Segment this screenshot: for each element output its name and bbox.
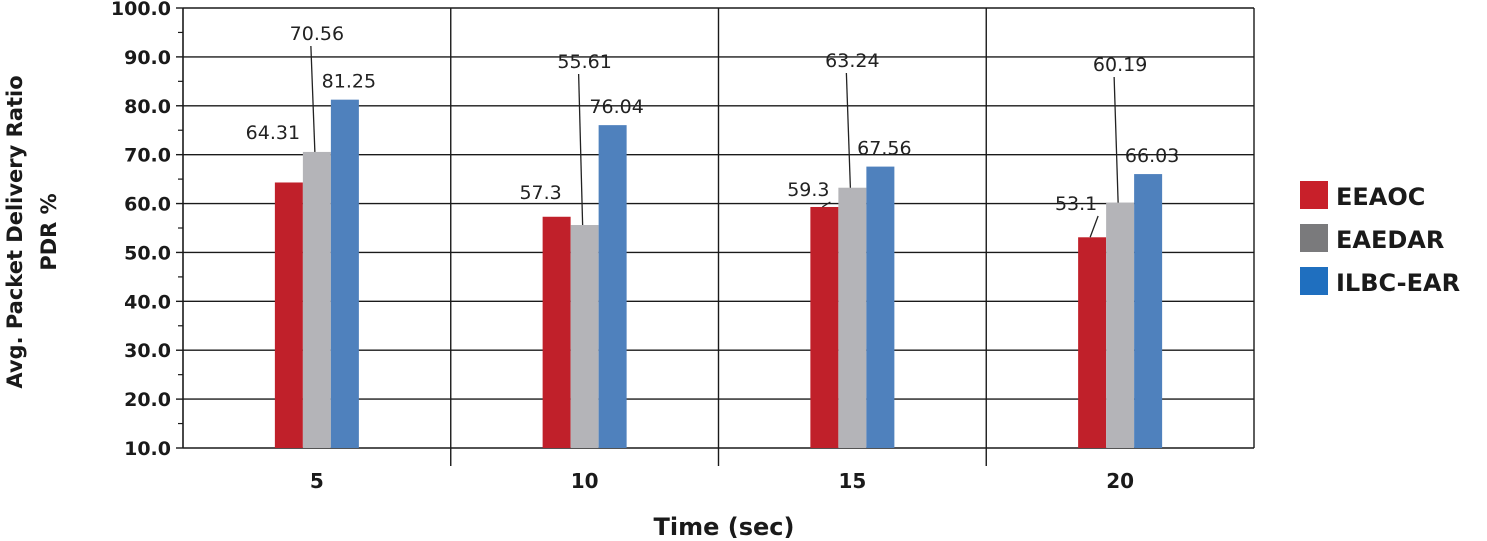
y-tick-label: 100.0: [111, 0, 171, 20]
bar-eeaoc: [1078, 237, 1107, 448]
x-tick-label: 20: [1106, 469, 1134, 493]
legend-label-ilbc-ear: ILBC-EAR: [1336, 269, 1460, 297]
legend-label-eeaoc: EEAOC: [1336, 183, 1425, 211]
data-label: 64.31: [246, 122, 300, 144]
y-tick-label: 20.0: [124, 389, 171, 411]
data-label: 67.56: [857, 138, 911, 160]
data-label: 53.1: [1055, 193, 1097, 215]
data-label: 55.61: [557, 51, 611, 73]
y-tick-label: 50.0: [124, 242, 171, 264]
y-axis-label-line2: PDR %: [37, 193, 61, 270]
bar-eaedar: [302, 151, 331, 448]
label-leader-lines: [310, 45, 1119, 238]
leader-line: [577, 73, 584, 226]
y-tick-label: 80.0: [124, 96, 171, 118]
data-labels: 64.31 70.56 81.25 57.3 55.61 76.04 59.3 63.24 67…: [246, 23, 1180, 215]
x-tick-label: 15: [838, 469, 866, 493]
legend-swatch-eaedar: [1300, 224, 1328, 252]
axes: 10.0 20.0 30.0 40.0 50.0 60.0 70.0 80.0 90.0 100.…: [111, 0, 1255, 493]
legend: EEAOC EAEDAR ILBC-EAR: [1300, 181, 1460, 297]
data-label: 66.03: [1125, 145, 1179, 167]
y-tick-label: 40.0: [124, 291, 171, 313]
x-tick-label: 5: [310, 469, 324, 493]
y-axis-label-line1: Avg. Packet Delivery Ratio: [3, 75, 27, 388]
bar-ilbc-ear: [1134, 174, 1163, 448]
leader-line: [1113, 76, 1119, 203]
bar-eaedar: [1106, 202, 1135, 448]
bar-ilbc-ear: [330, 99, 359, 449]
legend-label-eaedar: EAEDAR: [1336, 226, 1444, 254]
data-label: 60.19: [1093, 54, 1147, 76]
data-label: 59.3: [787, 179, 829, 201]
bar-ilbc-ear: [598, 125, 627, 448]
x-axis-label: Time (sec): [654, 513, 795, 541]
bar-eaedar: [838, 187, 867, 448]
legend-swatch-ilbc-ear: [1300, 267, 1328, 295]
leader-line: [1089, 215, 1099, 238]
data-label: 81.25: [322, 71, 376, 93]
leader-line: [845, 72, 852, 188]
data-label: 76.04: [589, 96, 643, 118]
y-tick-label: 30.0: [124, 340, 171, 362]
legend-swatch-eeaoc: [1300, 181, 1328, 209]
bar-eeaoc: [542, 216, 571, 448]
leader-line: [822, 201, 831, 208]
gridlines: [183, 7, 1254, 466]
bar-eeaoc: [274, 182, 303, 449]
y-tick-label: 60.0: [124, 194, 171, 216]
bar-eeaoc: [810, 206, 839, 448]
leader-line: [310, 45, 316, 152]
x-tick-label: 10: [571, 469, 599, 493]
y-tick-label: 10.0: [124, 438, 171, 460]
data-label: 57.3: [519, 182, 561, 204]
y-tick-label: 70.0: [124, 145, 171, 167]
y-tick-label: 90.0: [124, 47, 171, 69]
data-label: 70.56: [290, 23, 344, 45]
data-label: 63.24: [825, 50, 879, 72]
bars: [274, 99, 1163, 449]
bar-ilbc-ear: [866, 166, 895, 448]
bar-eaedar: [570, 225, 599, 448]
